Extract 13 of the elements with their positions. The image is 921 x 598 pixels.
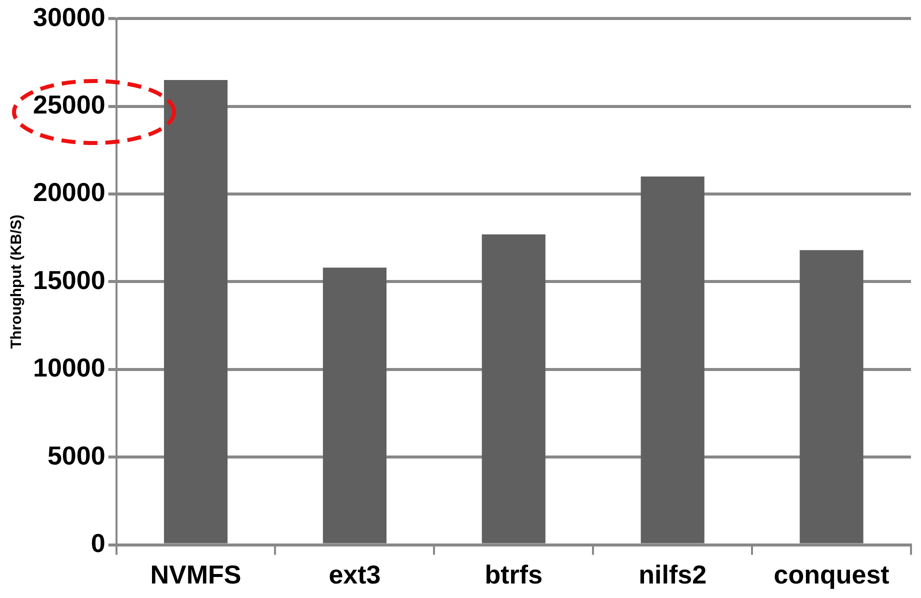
y-tick-label: 20000 [32,177,106,208]
y-tick-label: 15000 [32,264,106,295]
x-tick-label: nilfs2 [638,560,707,590]
y-axis-title: Throughput (KB/S) [8,214,26,349]
y-tick-label: 30000 [32,2,106,32]
x-tick-label: NVMFS [150,560,242,590]
y-tick-label: 25000 [32,89,106,120]
y-tick-label: 5000 [47,440,106,470]
x-tick-label: ext3 [328,560,381,590]
x-tick-label: conquest [774,560,890,590]
x-tick-label: btrfs [484,560,543,590]
y-tick-label: 10000 [32,352,106,383]
y-tick-label: 0 [90,528,106,558]
